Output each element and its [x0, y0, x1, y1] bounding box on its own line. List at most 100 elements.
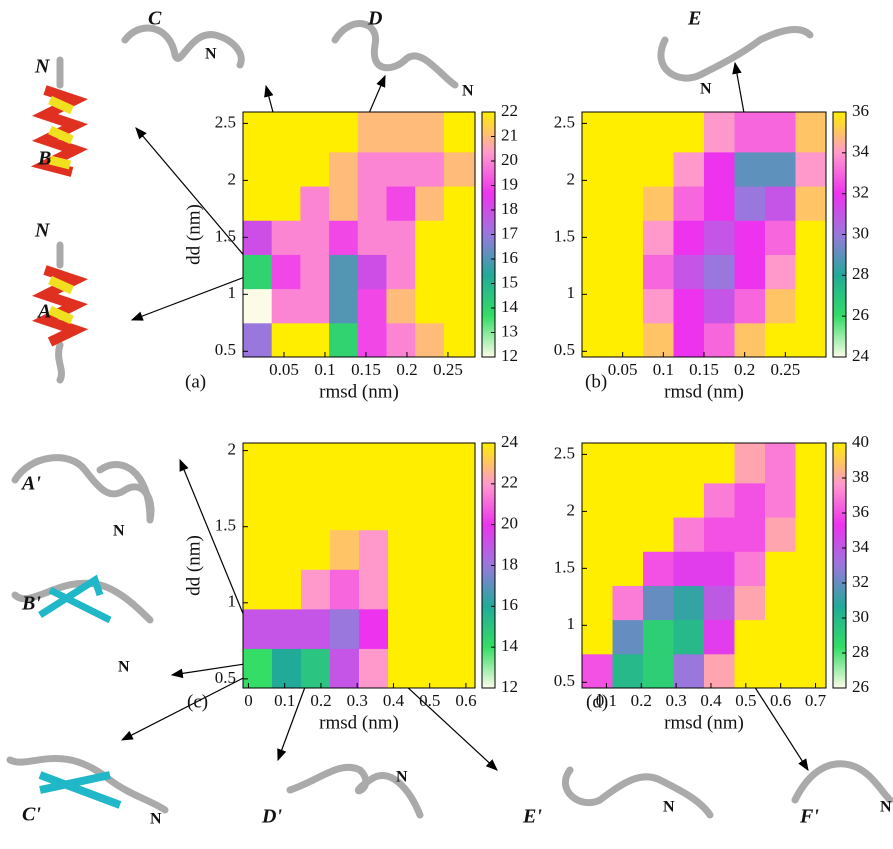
- heatmap-cell: [386, 323, 415, 358]
- y-tick-label: 2.5: [554, 443, 575, 462]
- heatmap-cell: [272, 443, 302, 491]
- heatmap-cell: [386, 289, 415, 324]
- heatmap-cell: [243, 648, 273, 688]
- heatmap-cell: [301, 490, 331, 530]
- heatmap-cell: [329, 323, 358, 358]
- heatmap-cell: [272, 530, 302, 570]
- y-tick-label: 2.5: [215, 112, 236, 131]
- heatmap-cell: [613, 152, 644, 187]
- heatmap-cell: [446, 569, 476, 609]
- heatmap-cell: [704, 254, 735, 289]
- heatmap-cell: [643, 254, 674, 289]
- heatmap-cell: [446, 648, 476, 688]
- heatmap-cell: [444, 254, 476, 289]
- heatmap-cell: [386, 112, 415, 152]
- heatmap-cell: [613, 254, 644, 289]
- heatmap-cell: [613, 551, 644, 586]
- y-tick-label: 2: [228, 440, 237, 459]
- heatmap-cell: [643, 620, 674, 655]
- colorbar-tick-label: 14: [501, 636, 519, 655]
- x-tick-label: 0.7: [805, 691, 827, 710]
- structure-label: E: [687, 8, 701, 30]
- colorbar-tick-label: 30: [852, 607, 869, 626]
- y-tick-label: 2: [567, 500, 576, 519]
- heatmap-cell: [796, 186, 827, 221]
- heatmap-cell: [301, 443, 331, 491]
- heatmap-cell: [613, 186, 644, 221]
- heatmap-cell: [359, 648, 389, 688]
- heatmap-cell: [330, 609, 360, 649]
- structure-label: C: [148, 8, 162, 30]
- x-tick-label: 0.4: [700, 691, 722, 710]
- heatmap-cell: [386, 254, 415, 289]
- heatmap-cell: [643, 585, 674, 620]
- heatmap-cell: [388, 569, 418, 609]
- heatmap-cell: [704, 112, 735, 152]
- y-tick-label: 1: [228, 283, 237, 302]
- heatmap-cell: [796, 112, 827, 152]
- heatmap-cell: [272, 490, 302, 530]
- x-tick-label: 0.2: [734, 360, 755, 379]
- heatmap-cell: [446, 490, 476, 530]
- heatmap-cell: [582, 254, 613, 289]
- heatmap-cell: [735, 220, 766, 255]
- heatmap-cell: [613, 323, 644, 358]
- x-tick-label: 0.4: [383, 691, 405, 710]
- heatmap-cell: [674, 551, 705, 586]
- heatmap-cell: [704, 220, 735, 255]
- heatmap-cell: [582, 186, 613, 221]
- y-tick-label: 1.5: [215, 226, 236, 245]
- heatmap-cell: [272, 186, 301, 221]
- colorbar-tick-label: 18: [501, 199, 518, 218]
- heatmap-cell: [272, 289, 301, 324]
- structure-label: A': [20, 473, 41, 495]
- structure-label: B': [21, 593, 41, 615]
- heatmap-cell: [674, 254, 705, 289]
- y-tick-label: 0.5: [215, 668, 236, 687]
- panel-label: (b): [585, 371, 607, 392]
- heatmap-cell: [582, 152, 613, 187]
- x-axis-label: rmsd (nm): [319, 712, 399, 733]
- heatmap-cell: [796, 517, 827, 552]
- heatmap-cell: [582, 112, 613, 152]
- heatmap-cell: [735, 112, 766, 152]
- heatmap-cell: [444, 112, 476, 152]
- heatmap-cell: [415, 220, 444, 255]
- heatmap-cell: [329, 254, 358, 289]
- colorbar-tick-label: 34: [852, 142, 870, 161]
- y-axis-label: dd (nm): [183, 204, 204, 265]
- heatmap-cell: [243, 112, 272, 152]
- x-tick-label: 0.25: [770, 360, 800, 379]
- heatmap-cell: [765, 517, 796, 552]
- colorbar-tick-label: 20: [501, 150, 518, 169]
- colorbar-tick-label: 12: [501, 346, 518, 365]
- x-tick-label: 0.2: [310, 691, 331, 710]
- heatmap-cell: [704, 443, 735, 483]
- structure-label: B: [37, 148, 51, 170]
- heatmap-cell: [272, 648, 302, 688]
- colorbar-tick-label: 28: [852, 264, 869, 283]
- heatmap-cell: [300, 112, 329, 152]
- heatmap-cell: [735, 443, 766, 483]
- heatmap-cell: [704, 551, 735, 586]
- heatmap-cell: [388, 530, 418, 570]
- heatmap-cell: [674, 654, 705, 689]
- x-tick-label: 0.3: [665, 691, 686, 710]
- heatmap-cell: [415, 186, 444, 221]
- heatmap-cell: [796, 483, 827, 518]
- heatmap-cell: [735, 186, 766, 221]
- heatmap-cell: [643, 152, 674, 187]
- heatmap-cell: [735, 289, 766, 324]
- x-tick-label: 0.25: [433, 360, 463, 379]
- x-tick-label: 0.2: [631, 691, 652, 710]
- heatmap-cell: [613, 112, 644, 152]
- heatmap-cell: [765, 551, 796, 586]
- heatmap-cell: [386, 220, 415, 255]
- heatmap-cell: [386, 152, 415, 187]
- heatmap-cell: [300, 152, 329, 187]
- heatmap-cell: [796, 289, 827, 324]
- x-tick-label: 0.6: [770, 691, 791, 710]
- heatmap-cell: [704, 483, 735, 518]
- y-tick-label: 1.5: [554, 557, 575, 576]
- heatmap-cell: [643, 517, 674, 552]
